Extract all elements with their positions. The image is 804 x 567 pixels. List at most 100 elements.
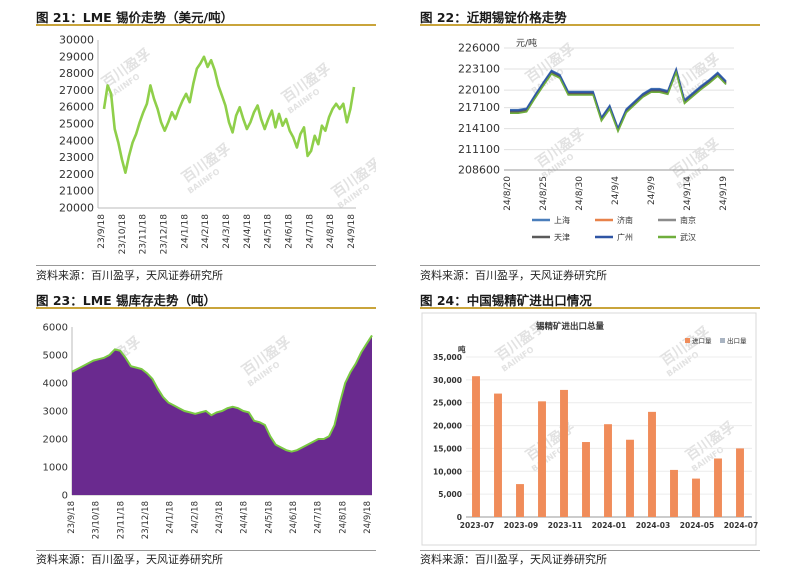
y-tick-label: 5000 [43, 351, 68, 362]
x-tick-label: 24/8/18 [338, 501, 348, 534]
x-tick-label: 23/12/18 [141, 501, 151, 539]
bar-import [626, 439, 634, 517]
x-tick-label: 24/9/14 [683, 176, 693, 211]
x-tick-label: 2023-09 [504, 521, 538, 530]
x-tick-label: 24/3/18 [222, 214, 232, 249]
inventory-area [72, 335, 372, 495]
legend-label: 武汉 [680, 232, 696, 242]
lme-tin-inventory-chart: 百川盈孚BAIINFO百川盈孚BAIINFO百川盈孚BAIINFO百川盈孚BAI… [43, 323, 373, 540]
y-tick-label: 29000 [59, 50, 94, 63]
x-tick-label: 2024-03 [636, 521, 670, 530]
y-tick-label: 25,000 [433, 399, 462, 408]
bar-import [736, 448, 744, 517]
legend-label: 上海 [554, 215, 570, 225]
x-tick-label: 2024-05 [680, 521, 714, 530]
x-tick-label: 24/2/18 [201, 214, 211, 249]
y-axis-label: 元/吨 [516, 37, 537, 49]
y-tick-label: 220100 [458, 84, 500, 97]
x-tick-label: 24/9/19 [719, 176, 729, 211]
x-tick-label: 24/5/18 [264, 214, 274, 249]
legend-label: 天津 [554, 232, 570, 242]
title-underline [36, 307, 376, 309]
x-tick-label: 2024-01 [592, 521, 626, 530]
legend-label: 进口量 [692, 337, 712, 345]
title-underline [36, 24, 376, 26]
legend-swatch [720, 338, 725, 343]
x-tick-label: 24/8/25 [539, 176, 549, 211]
y-tick-label: 28000 [59, 67, 94, 80]
bar-import [516, 484, 524, 517]
y-tick-label: 0 [457, 513, 462, 522]
panel-title: 图 24：中国锡精矿进出口情况 [420, 293, 592, 308]
panel-title: 图 21：LME 锡价走势（美元/吨） [36, 10, 234, 25]
bar-import [538, 401, 546, 517]
panel-tin-ingot-price: 图 22：近期锡锭价格走势 百川盈孚 BAIINFO 百川盈孚 BAIINFO 百川盈孚… [420, 0, 760, 282]
inventory-edge-line [71, 334, 373, 453]
x-tick-label: 24/4/18 [243, 214, 253, 249]
title-underline [420, 307, 760, 309]
x-tick-label: 24/9/9 [647, 176, 657, 205]
y-tick-label: 20,000 [433, 422, 462, 431]
legend-swatch [685, 338, 690, 343]
x-tick-label: 23/11/18 [139, 214, 149, 255]
x-tick-label: 24/6/18 [289, 501, 299, 534]
y-tick-label: 15,000 [433, 444, 462, 453]
y-tick-label: 217100 [458, 101, 500, 114]
x-tick-label: 23/10/18 [92, 501, 102, 539]
y-tick-label: 208600 [458, 164, 500, 177]
x-tick-label: 24/1/18 [180, 214, 190, 249]
x-tick-label: 23/10/18 [118, 214, 128, 255]
y-tick-label: 6000 [43, 323, 68, 334]
source-divider [36, 550, 376, 551]
y-tick-label: 10,000 [433, 467, 462, 476]
x-tick-label: 24/2/18 [190, 501, 200, 534]
x-tick-label: 24/4/18 [240, 501, 250, 534]
y-tick-label: 226000 [458, 42, 500, 55]
y-tick-label: 3000 [43, 407, 68, 418]
x-tick-label: 24/7/18 [305, 214, 315, 249]
y-tick-label: 25000 [59, 118, 94, 131]
x-tick-label: 23/12/18 [160, 214, 170, 255]
bar-import [560, 389, 568, 517]
y-tick-label: 30000 [59, 34, 94, 47]
x-tick-label: 24/6/18 [285, 214, 295, 249]
panel-title: 图 22：近期锡锭价格走势 [420, 10, 567, 25]
source-note: 资料来源：百川盈孚，天风证券研究所 [36, 269, 223, 282]
x-tick-label: 24/1/18 [166, 501, 176, 534]
chart-title: 锡精矿进出口总量 [536, 321, 605, 332]
bar-import [472, 376, 480, 517]
y-tick-label: 22000 [59, 168, 94, 181]
legend-label: 南京 [680, 215, 696, 225]
y-tick-label: 26000 [59, 101, 94, 114]
bar-import [494, 393, 502, 517]
panel-tin-concentrate-trade: 图 24：中国锡精矿进出口情况 百川盈孚 BAIINFO 百川盈孚 BAIINFO 百川… [420, 284, 760, 566]
bar-import [582, 442, 590, 517]
source-note: 资料来源：百川盈孚，天风证券研究所 [420, 269, 607, 282]
source-divider [36, 265, 376, 266]
title-underline [420, 24, 760, 26]
bar-import [692, 478, 700, 517]
bar-import [604, 424, 612, 517]
series-line-广州 [510, 67, 727, 131]
panel-lme-tin-inventory: 图 23：LME 锡库存走势（吨） 百川盈孚BAIINFO百川盈孚BAIINFO… [36, 284, 376, 566]
y-tick-label: 30,000 [433, 376, 462, 385]
bar-import [714, 458, 722, 517]
y-axis-label: 吨 [458, 344, 466, 354]
y-tick-label: 2000 [43, 435, 68, 446]
y-tick-label: 35,000 [433, 353, 462, 362]
source-divider [420, 265, 760, 266]
x-tick-label: 24/7/18 [314, 501, 324, 534]
y-tick-label: 23000 [59, 151, 94, 164]
bar-import [670, 469, 678, 517]
bar-import [648, 411, 656, 517]
y-tick-label: 211100 [458, 143, 500, 156]
legend-label: 出口量 [727, 336, 747, 345]
x-tick-label: 24/9/18 [347, 214, 357, 249]
y-tick-label: 4000 [43, 379, 68, 390]
chart-frame [421, 312, 757, 546]
price-series-line [102, 55, 356, 174]
x-tick-label: 2023-11 [548, 521, 582, 530]
